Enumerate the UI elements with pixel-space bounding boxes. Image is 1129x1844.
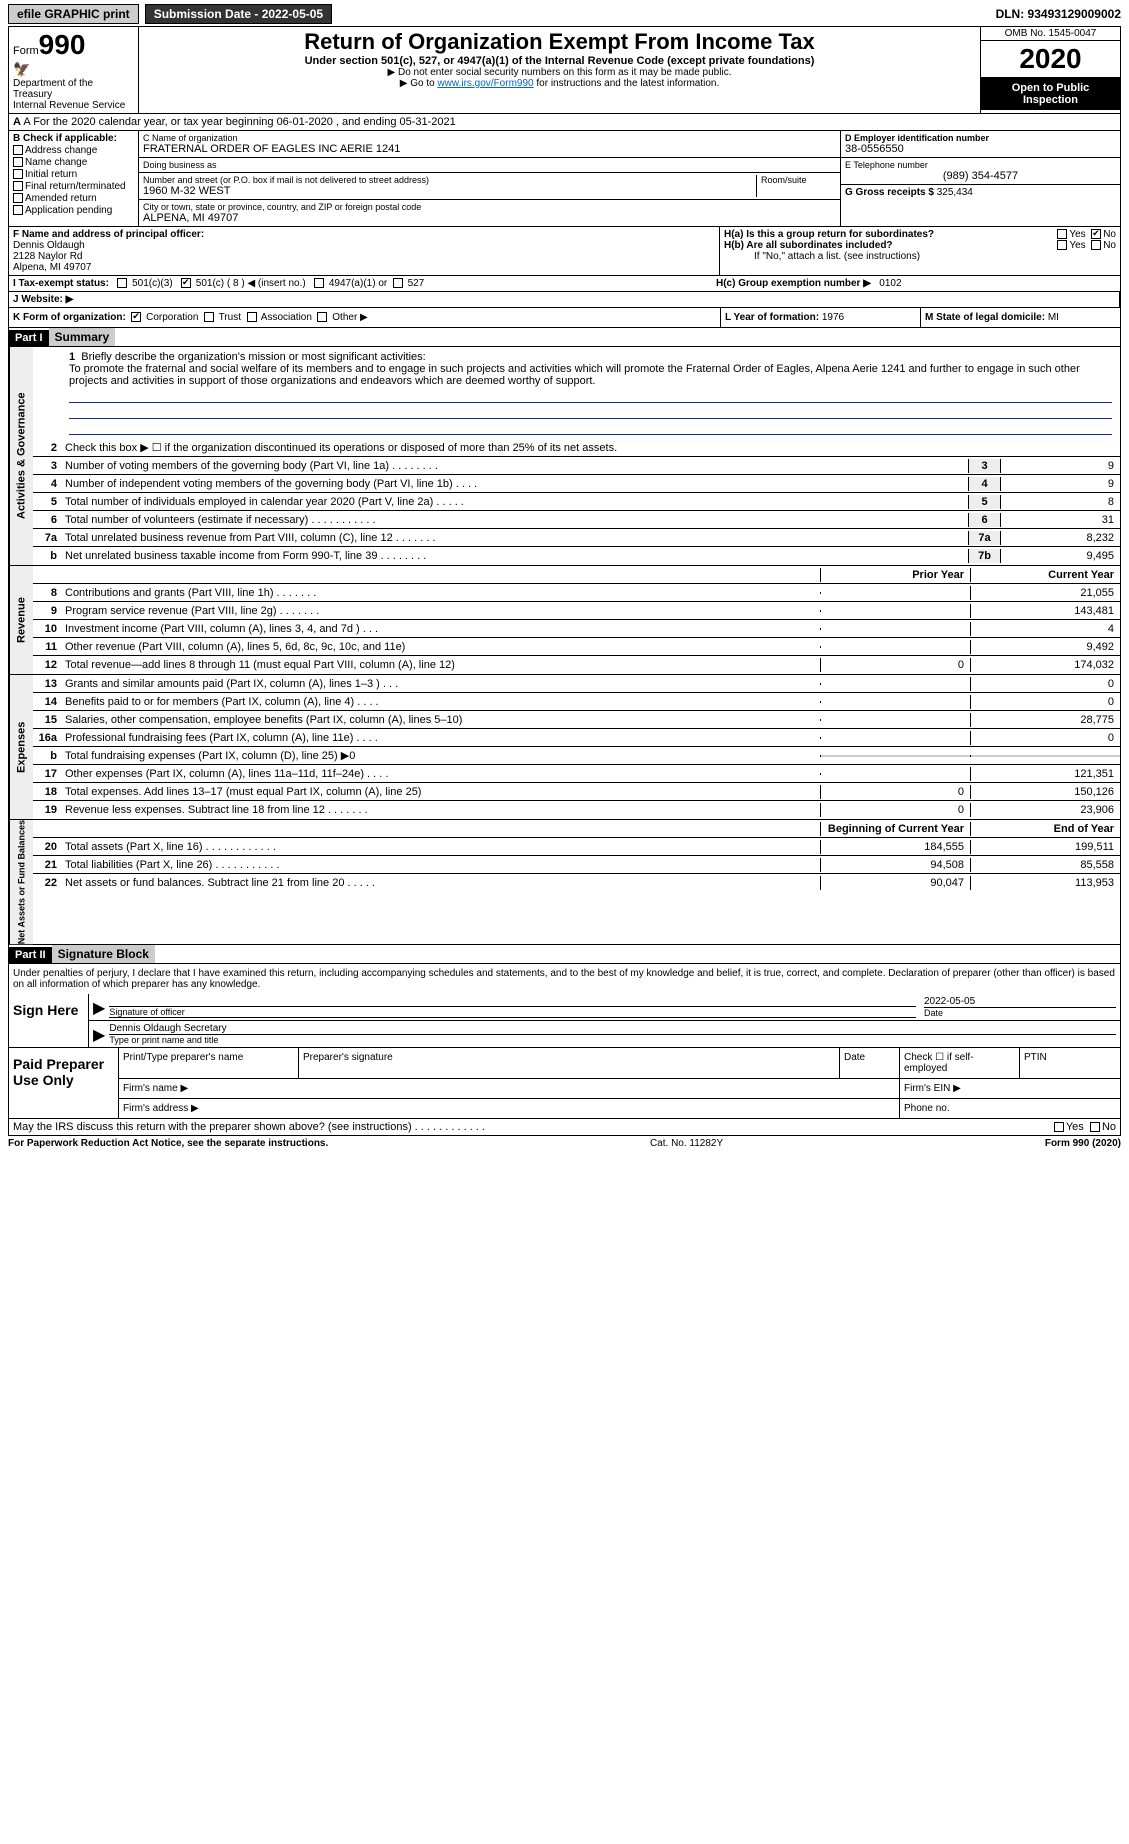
row-a-tax-year: A A For the 2020 calendar year, or tax y…	[8, 114, 1121, 131]
line-15: 15Salaries, other compensation, employee…	[33, 711, 1120, 729]
part1-revenue: Revenue Prior YearCurrent Year 8Contribu…	[8, 566, 1121, 675]
irs-link[interactable]: www.irs.gov/Form990	[437, 78, 533, 89]
principal-officer: F Name and address of principal officer:…	[9, 227, 720, 275]
line-16a: 16aProfessional fundraising fees (Part I…	[33, 729, 1120, 747]
part2-header: Part IISignature Block	[8, 945, 1121, 964]
row-f-h: F Name and address of principal officer:…	[8, 227, 1121, 276]
sign-here-block: Sign Here ▶ Signature of officer 2022-05…	[8, 994, 1121, 1048]
row-j-website: J Website: ▶	[8, 292, 1121, 308]
ssn-note: ▶ Do not enter social security numbers o…	[143, 67, 976, 78]
city-cell: City or town, state or province, country…	[139, 200, 840, 226]
top-bar: efile GRAPHIC print Submission Date - 20…	[8, 4, 1121, 24]
paid-preparer-block: Paid Preparer Use Only Print/Type prepar…	[8, 1048, 1121, 1119]
line-9: 9Program service revenue (Part VIII, lin…	[33, 602, 1120, 620]
gross-receipts-cell: G Gross receipts $ 325,434	[841, 185, 1120, 200]
form-number: Form990	[13, 29, 134, 61]
tab-governance: Activities & Governance	[9, 347, 33, 565]
tax-year: 2020	[981, 41, 1120, 78]
row-i-tax-status: I Tax-exempt status: 501(c)(3) 501(c) ( …	[8, 276, 1121, 292]
form-subtitle: Under section 501(c), 527, or 4947(a)(1)…	[143, 55, 976, 67]
line-17: 17Other expenses (Part IX, column (A), l…	[33, 765, 1120, 783]
ein-cell: D Employer identification number 38-0556…	[841, 131, 1120, 158]
chk-initial-return[interactable]: Initial return	[13, 169, 134, 180]
line-5: 5Total number of individuals employed in…	[33, 493, 1120, 511]
tab-expenses: Expenses	[9, 675, 33, 819]
line-21: 21Total liabilities (Part X, line 26) . …	[33, 856, 1120, 874]
line-20: 20Total assets (Part X, line 16) . . . .…	[33, 838, 1120, 856]
chk-final-return[interactable]: Final return/terminated	[13, 181, 134, 192]
may-discuss-row: May the IRS discuss this return with the…	[8, 1119, 1121, 1136]
chk-name-change[interactable]: Name change	[13, 157, 134, 168]
line-10: 10Investment income (Part VIII, column (…	[33, 620, 1120, 638]
line-7b: bNet unrelated business taxable income f…	[33, 547, 1120, 565]
tab-revenue: Revenue	[9, 566, 33, 674]
row-k-l-m: K Form of organization: Corporation Trus…	[8, 308, 1121, 328]
line-b: bTotal fundraising expenses (Part IX, co…	[33, 747, 1120, 765]
part1-netassets: Net Assets or Fund Balances Beginning of…	[8, 820, 1121, 945]
org-name-cell: C Name of organization FRATERNAL ORDER O…	[139, 131, 840, 158]
efile-button[interactable]: efile GRAPHIC print	[8, 4, 139, 24]
goto-note: ▶ Go to www.irs.gov/Form990 for instruct…	[143, 78, 976, 89]
form-header: Form990 🦅 Department of the Treasury Int…	[8, 26, 1121, 114]
address-cell: Number and street (or P.O. box if mail i…	[139, 173, 840, 200]
part1-header: Part ISummary	[8, 328, 1121, 347]
section-b-to-g: B Check if applicable: Address change Na…	[8, 131, 1121, 227]
mission-block: 1 Briefly describe the organization's mi…	[33, 347, 1120, 439]
dept-treasury: Department of the Treasury Internal Reve…	[13, 78, 134, 111]
line-18: 18Total expenses. Add lines 13–17 (must …	[33, 783, 1120, 801]
line-11: 11Other revenue (Part VIII, column (A), …	[33, 638, 1120, 656]
perjury-declaration: Under penalties of perjury, I declare th…	[8, 964, 1121, 994]
submission-date: Submission Date - 2022-05-05	[145, 4, 332, 24]
dln: DLN: 93493129009002	[996, 7, 1121, 21]
line-8: 8Contributions and grants (Part VIII, li…	[33, 584, 1120, 602]
line-4: 4Number of independent voting members of…	[33, 475, 1120, 493]
dba-cell: Doing business as	[139, 158, 840, 173]
tab-net-assets: Net Assets or Fund Balances	[9, 820, 33, 944]
part1-governance: Activities & Governance 1 Briefly descri…	[8, 347, 1121, 566]
line-22: 22Net assets or fund balances. Subtract …	[33, 874, 1120, 892]
page-footer: For Paperwork Reduction Act Notice, see …	[8, 1136, 1121, 1151]
telephone-cell: E Telephone number (989) 354-4577	[841, 158, 1120, 185]
chk-address-change[interactable]: Address change	[13, 145, 134, 156]
group-return: H(a) Is this a group return for subordin…	[720, 227, 1120, 275]
line-14: 14Benefits paid to or for members (Part …	[33, 693, 1120, 711]
line-13: 13Grants and similar amounts paid (Part …	[33, 675, 1120, 693]
chk-application-pending[interactable]: Application pending	[13, 205, 134, 216]
col-b-checkboxes: B Check if applicable: Address change Na…	[9, 131, 139, 226]
line-7a: 7aTotal unrelated business revenue from …	[33, 529, 1120, 547]
chk-amended-return[interactable]: Amended return	[13, 193, 134, 204]
open-inspection: Open to Public Inspection	[981, 78, 1120, 110]
omb-number: OMB No. 1545-0047	[981, 27, 1120, 41]
form-title: Return of Organization Exempt From Incom…	[143, 29, 976, 55]
line-3: 3Number of voting members of the governi…	[33, 457, 1120, 475]
line-19: 19Revenue less expenses. Subtract line 1…	[33, 801, 1120, 819]
part1-expenses: Expenses 13Grants and similar amounts pa…	[8, 675, 1121, 820]
line-12: 12Total revenue—add lines 8 through 11 (…	[33, 656, 1120, 674]
line-6: 6Total number of volunteers (estimate if…	[33, 511, 1120, 529]
